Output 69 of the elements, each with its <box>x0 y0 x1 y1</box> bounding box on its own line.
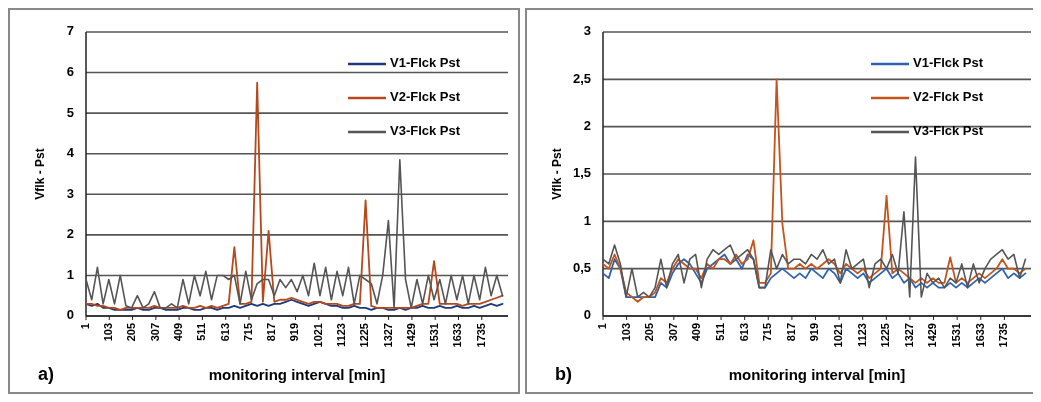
y-axis-title: Vflk - Pst <box>550 148 564 200</box>
x-axis-title: monitoring interval [min] <box>208 366 386 383</box>
x-tick-label: 1123 <box>855 323 868 347</box>
x-tick-label: 1 <box>595 323 608 330</box>
x-tick-label: 409 <box>690 323 703 342</box>
line-series <box>602 78 1027 303</box>
x-tick-label: 1735 <box>997 323 1010 348</box>
y-tick-label: 2,5 <box>572 70 591 86</box>
legend-label: V3-Flck Pst <box>390 123 461 139</box>
x-tick-label: 1225 <box>358 323 371 348</box>
x-tick-label: 205 <box>643 323 656 342</box>
x-tick-label: 817 <box>265 323 278 342</box>
y-axis-title: Vflk - Pst <box>33 148 47 200</box>
text: a) <box>38 364 55 384</box>
x-tick-label: 511 <box>195 323 208 341</box>
line-series <box>602 156 1027 298</box>
y-tick-label: 1 <box>583 212 591 228</box>
line-series <box>602 253 1027 298</box>
y-tick-label: 1,5 <box>572 165 591 181</box>
x-tick-label: 1735 <box>474 323 487 348</box>
y-tick-label: 6 <box>66 64 74 80</box>
y-tick-label: 7 <box>66 23 74 39</box>
y-tick-label: 4 <box>66 145 75 161</box>
x-tick-label: 511 <box>713 323 726 341</box>
x-tick-label: 1 <box>78 323 91 330</box>
x-tick-label: 103 <box>619 323 632 342</box>
x-tick-label: 205 <box>125 323 138 342</box>
y-tick-label: 3 <box>66 185 74 201</box>
x-tick-label: 307 <box>148 323 161 342</box>
x-tick-label: 1429 <box>404 323 417 348</box>
legend-label: V2-Flck Pst <box>390 89 461 105</box>
x-tick-label: 1021 <box>311 323 324 348</box>
x-tick-label: 613 <box>737 323 750 342</box>
line-series <box>85 159 504 309</box>
x-tick-label: 1633 <box>451 323 464 348</box>
y-tick-label: 2 <box>583 118 591 134</box>
x-tick-label: 919 <box>288 323 301 342</box>
x-tick-label: 409 <box>172 323 185 342</box>
y-tick-label: 3 <box>583 23 591 39</box>
x-tick-label: 715 <box>241 323 254 342</box>
x-tick-label: 1633 <box>973 323 986 348</box>
legend-label: V1-Flck Pst <box>913 55 984 71</box>
x-tick-label: 1225 <box>879 323 892 348</box>
y-tick-label: 5 <box>66 104 74 120</box>
x-tick-label: 1327 <box>902 323 915 348</box>
legend-label: V2-Flck Pst <box>913 89 984 105</box>
x-tick-label: 613 <box>218 323 231 342</box>
x-axis-title: monitoring interval [min] <box>728 366 906 383</box>
x-tick-label: 817 <box>784 323 797 342</box>
y-tick-label: 0 <box>583 307 591 323</box>
x-tick-label: 1429 <box>926 323 939 348</box>
y-tick-label: 2 <box>66 226 74 242</box>
x-tick-label: 1327 <box>381 323 394 348</box>
x-tick-label: 1531 <box>950 323 963 348</box>
x-tick-label: 715 <box>761 323 774 342</box>
legend-label: V1-Flck Pst <box>390 55 461 71</box>
x-tick-label: 919 <box>808 323 821 342</box>
y-tick-label: 1 <box>66 266 74 282</box>
line-series <box>85 298 504 311</box>
x-tick-label: 103 <box>102 323 115 342</box>
text: b) <box>555 364 572 384</box>
x-tick-label: 1123 <box>334 323 347 347</box>
x-tick-label: 1531 <box>428 323 441 348</box>
y-tick-label: 0 <box>66 307 74 323</box>
y-tick-label: 0,5 <box>572 260 591 276</box>
x-tick-label: 307 <box>666 323 679 342</box>
x-tick-label: 1021 <box>832 323 845 348</box>
legend-label: V3-Flck Pst <box>913 123 984 139</box>
line-series <box>85 81 504 311</box>
